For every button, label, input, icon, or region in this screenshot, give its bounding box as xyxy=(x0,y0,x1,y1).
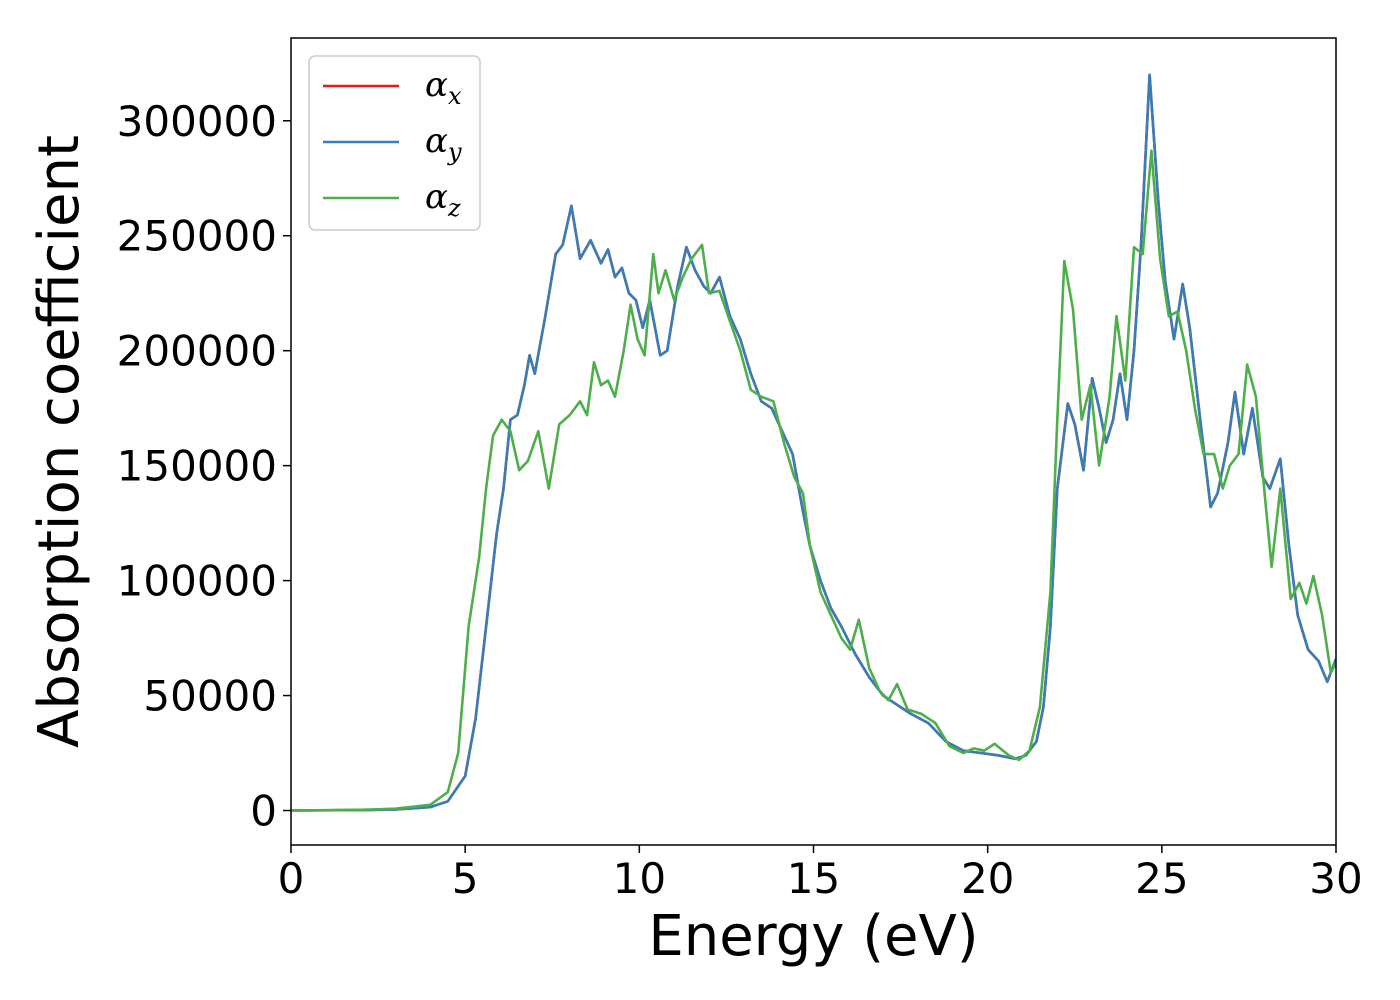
y-tick-label: 0 xyxy=(250,787,277,836)
x-tick-label: 0 xyxy=(278,854,305,903)
x-tick-label: 10 xyxy=(613,854,666,903)
legend-label-alpha-y: αy xyxy=(425,121,462,166)
y-tick-label: 300000 xyxy=(117,97,277,146)
x-tick-label: 25 xyxy=(1135,854,1188,903)
y-tick-label: 100000 xyxy=(117,557,277,606)
x-axis-label: Energy (eV) xyxy=(648,904,978,969)
y-tick-label: 200000 xyxy=(117,327,277,376)
y-tick-label: 50000 xyxy=(143,672,277,721)
x-tick-label: 5 xyxy=(452,854,479,903)
legend: αx αy αz xyxy=(308,55,481,231)
series-line-alpha-z xyxy=(291,149,1336,812)
series-layer xyxy=(291,73,1336,812)
series-line-alpha-y xyxy=(291,73,1336,812)
y-tick-label: 250000 xyxy=(117,212,277,261)
x-tick-label: 30 xyxy=(1309,854,1362,903)
x-tick-label: 15 xyxy=(787,854,840,903)
legend-label-alpha-x: αx xyxy=(425,65,462,110)
x-axis-ticks: 0 5 10 15 20 25 30 xyxy=(278,845,1363,903)
x-tick-label: 20 xyxy=(961,854,1014,903)
y-tick-label: 150000 xyxy=(117,442,277,491)
y-axis-ticks: 0 50000 100000 150000 200000 250000 300000 xyxy=(117,97,291,836)
legend-label-alpha-z: αz xyxy=(425,177,461,222)
y-axis-label: Absorption coefficient xyxy=(27,135,92,748)
